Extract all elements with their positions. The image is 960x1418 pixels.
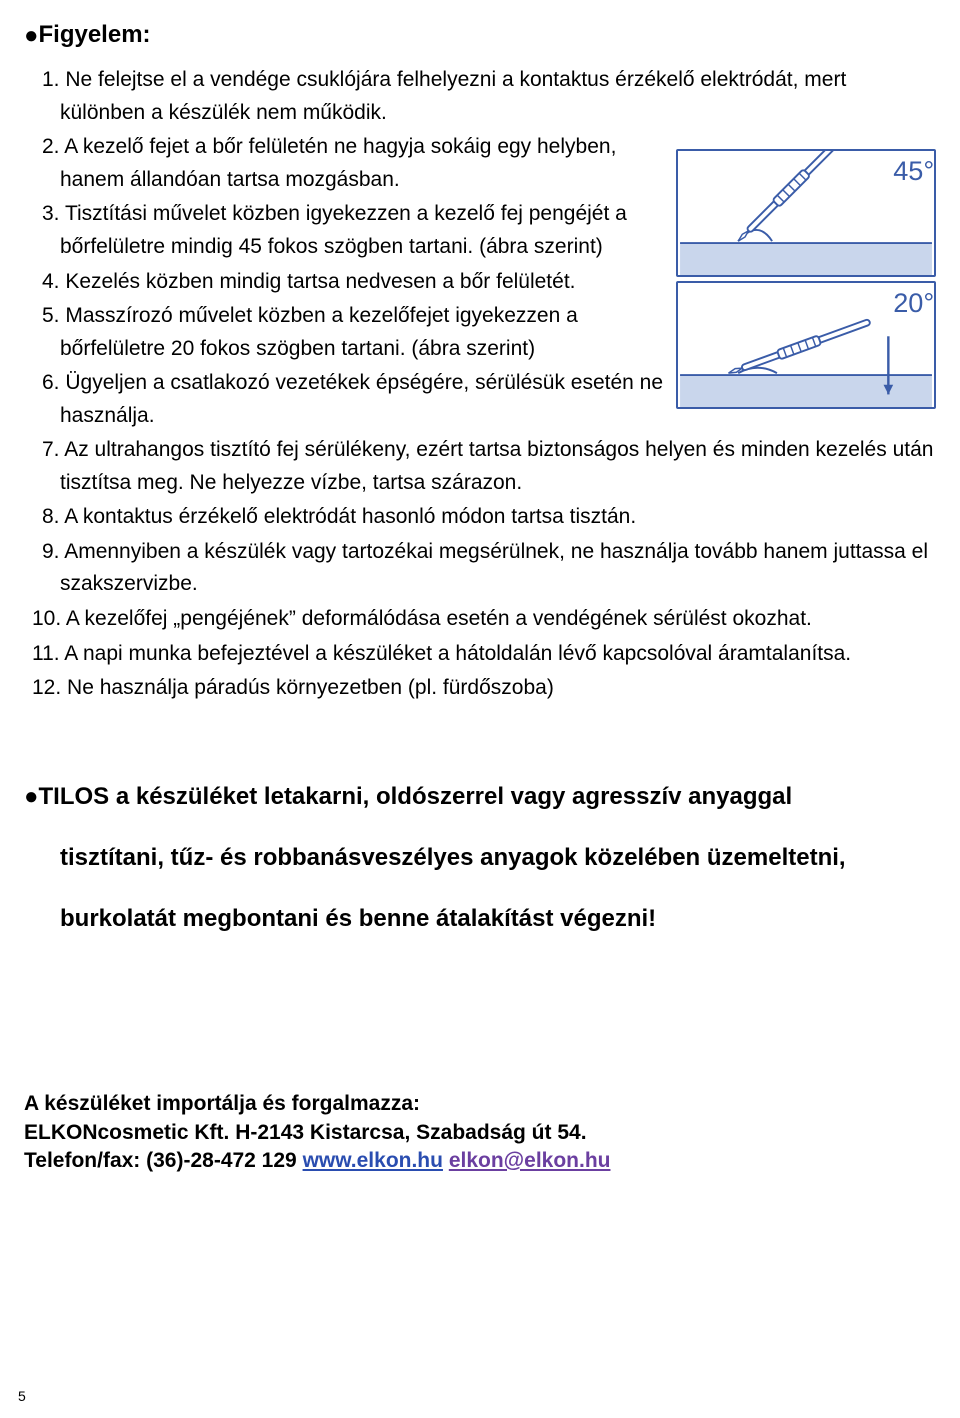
footer-line-2: ELKONcosmetic Kft. H-2143 Kistarcsa, Sza…: [24, 1119, 936, 1147]
item-7: 7. Az ultrahangos tisztító fej sérüléken…: [24, 434, 936, 499]
svg-text:45°: 45°: [893, 155, 934, 186]
heading-text: Figyelem:: [39, 21, 151, 48]
item-12: 12. Ne használja páradús környezetben (p…: [24, 672, 936, 705]
item-6: 6. Ügyeljen a csatlakozó vezetékek épség…: [24, 367, 668, 432]
item-10: 10. A kezelőfej „pengéjének” deformálódá…: [24, 603, 936, 636]
warning-line-1: TILOS a készüléket letakarni, oldószerre…: [39, 783, 793, 810]
section-heading: ●Figyelem:: [24, 16, 936, 54]
item-8: 8. A kontaktus érzékelő elektródát hason…: [24, 501, 936, 534]
svg-text:20°: 20°: [893, 287, 934, 318]
warning-line-2: tisztítani, tűz- és robbanásveszélyes an…: [60, 836, 936, 879]
item-11: 11. A napi munka befejeztével a készülék…: [24, 638, 936, 671]
footer-line-1: A készüléket importálja és forgalmazza:: [24, 1090, 936, 1118]
footer-link-www[interactable]: www.elkon.hu: [303, 1149, 443, 1172]
item-5: 5. Masszírozó művelet közben a kezelőfej…: [24, 300, 668, 365]
footer-block: A készüléket importálja és forgalmazza: …: [24, 1090, 936, 1175]
figure-20-deg: 20°: [676, 281, 936, 409]
footer-phone: Telefon/fax: (36)-28-472 129: [24, 1149, 303, 1172]
item-9: 9. Amennyiben a készülék vagy tartozékai…: [24, 536, 936, 601]
warning-block: ●TILOS a készüléket letakarni, oldószerr…: [24, 775, 936, 941]
item-4: 4. Kezelés közben mindig tartsa nedvesen…: [24, 266, 668, 299]
footer-link-mail[interactable]: elkon@elkon.hu: [449, 1149, 611, 1172]
bullet-icon: ●: [24, 17, 39, 54]
warning-line-3: burkolatát megbontani és benne átalakítá…: [60, 897, 936, 940]
item-3: 3. Tisztítási művelet közben igyekezzen …: [24, 198, 668, 263]
bullet-icon: ●: [24, 783, 39, 810]
footer-line-3: Telefon/fax: (36)-28-472 129 www.elkon.h…: [24, 1147, 936, 1175]
figure-45-deg: 45°: [676, 149, 936, 277]
page-number: 5: [18, 1386, 26, 1408]
item-1: 1. Ne felejtse el a vendége csuklójára f…: [24, 64, 936, 129]
item-2: 2. A kezelő fejet a bőr felületén ne hag…: [24, 131, 668, 196]
